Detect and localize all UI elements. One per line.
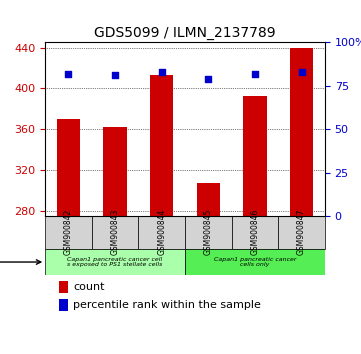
FancyBboxPatch shape [138,216,185,249]
Bar [57,119,80,216]
Text: GSM900843: GSM900843 [110,209,119,256]
Point [112,73,118,78]
Text: GSM900846: GSM900846 [251,209,260,256]
Bar [59,281,68,293]
Text: protocol: protocol [0,257,41,267]
Point [299,69,304,75]
FancyBboxPatch shape [45,249,185,275]
Text: count: count [73,282,105,292]
Bar [59,299,68,311]
Point [159,69,165,75]
Bar [197,183,220,216]
Bar [150,75,173,216]
Text: Capan1 pancreatic cancer
cells only: Capan1 pancreatic cancer cells only [214,257,296,267]
Point [252,71,258,76]
Bar [103,127,127,216]
Bar [243,96,267,216]
FancyBboxPatch shape [45,216,92,249]
FancyBboxPatch shape [185,216,232,249]
FancyBboxPatch shape [232,216,278,249]
Text: GSM900842: GSM900842 [64,209,73,256]
Text: GSM900847: GSM900847 [297,209,306,256]
Title: GDS5099 / ILMN_2137789: GDS5099 / ILMN_2137789 [94,26,276,40]
Text: Capan1 pancreatic cancer cell
s exposed to PS1 stellate cells: Capan1 pancreatic cancer cell s exposed … [68,257,163,267]
Text: percentile rank within the sample: percentile rank within the sample [73,300,261,310]
Point [205,76,211,82]
FancyBboxPatch shape [185,249,325,275]
Point [66,71,71,76]
Text: GSM900845: GSM900845 [204,209,213,256]
Bar [290,47,313,216]
Text: GSM900844: GSM900844 [157,209,166,256]
FancyBboxPatch shape [92,216,138,249]
FancyBboxPatch shape [278,216,325,249]
